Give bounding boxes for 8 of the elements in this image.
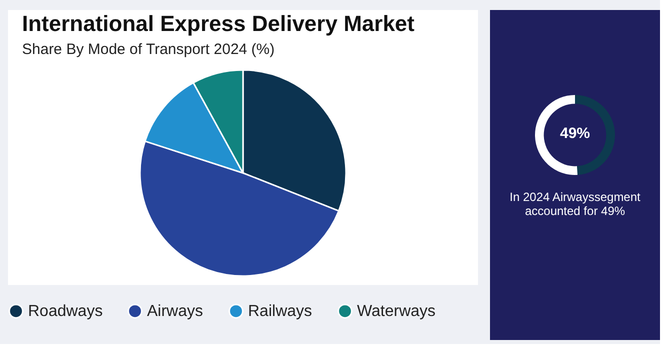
chart-subtitle: Share By Mode of Transport 2024 (%) [22, 41, 275, 58]
text: In 2024 Airwayssegment accounted for 49% [510, 190, 642, 218]
legend-label: Roadways [28, 303, 103, 320]
text: 49% [560, 125, 590, 142]
chart-title: International Express Delivery Market [22, 11, 416, 36]
legend-label: Waterways [357, 303, 436, 320]
legend-label: Railways [248, 303, 312, 320]
legend-label: Airways [147, 303, 204, 320]
